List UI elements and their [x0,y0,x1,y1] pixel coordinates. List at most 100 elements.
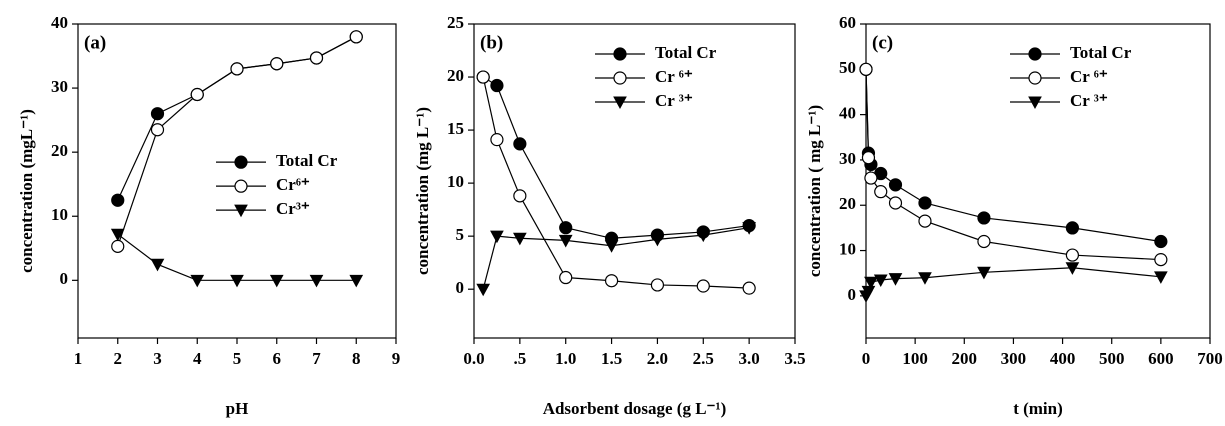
marker [1065,262,1080,275]
marker [1154,234,1168,249]
legend-label: Cr ³⁺ [655,91,693,110]
marker [742,222,756,235]
x-tick-label: 200 [952,349,978,368]
marker [269,274,284,288]
marker [650,233,665,247]
x-tick-label: 1.5 [601,349,622,368]
x-tick-label: 2 [114,349,123,368]
x-tick-label: .5 [513,349,526,368]
legend-label: Total Cr [655,43,717,62]
legend-label: Cr³⁺ [276,199,310,218]
y-tick-label: 20 [51,141,68,160]
marker [1028,47,1042,61]
marker [234,204,248,218]
marker [613,47,627,61]
marker [349,30,363,44]
marker [873,274,888,288]
x-tick-label: 400 [1050,349,1076,368]
series-line [482,227,750,290]
y-tick-label: 10 [447,172,464,191]
marker [309,51,324,65]
x-tick-label: 100 [902,349,928,368]
y-tick-label: 15 [447,119,464,138]
marker [476,70,490,84]
marker [696,229,711,243]
marker [150,258,165,272]
x-tick-label: 4 [193,349,202,368]
marker [1154,271,1168,284]
y-tick-label: 0 [60,269,69,288]
x-tick-label: 3.0 [739,349,760,368]
marker [190,274,205,288]
y-axis-label: concentration (mgL⁻¹) [17,109,36,273]
marker [270,57,284,71]
marker [859,62,873,76]
marker [111,239,125,253]
plot-frame [865,23,1211,339]
marker [613,71,627,85]
marker [513,232,527,246]
x-tick-label: 9 [392,349,401,368]
y-tick-label: 0 [848,285,857,304]
legend-label: Total Cr [1070,43,1132,62]
series-line [482,76,750,289]
x-tick-label: 0 [862,349,871,368]
y-tick-label: 5 [456,225,465,244]
marker [111,193,125,207]
marker [604,240,619,253]
marker [888,273,903,286]
panel-label: (c) [872,32,893,53]
y-tick-label: 25 [447,13,464,32]
x-tick-label: 5 [233,349,242,368]
series-line [482,76,750,239]
y-tick-label: 40 [51,13,68,32]
legend-label: Cr ⁶⁺ [655,67,693,86]
y-tick-label: 10 [51,205,68,224]
y-tick-label: 10 [839,239,856,258]
marker [918,272,932,285]
x-axis-label: Adsorbent dosage (g L⁻¹) [543,399,727,418]
legend-label: Cr ³⁺ [1070,91,1108,110]
marker [150,123,165,137]
marker [1028,71,1042,85]
x-tick-label: 7 [312,349,321,368]
marker [490,133,504,147]
marker [742,281,756,295]
marker [977,266,991,280]
x-tick-label: 0.0 [463,349,484,368]
marker [874,185,888,199]
series-line [117,233,357,281]
marker [513,137,527,151]
marker [558,234,573,248]
marker [230,62,244,76]
legend-label: Cr ⁶⁺ [1070,67,1108,86]
marker [918,214,932,228]
marker [559,270,573,285]
legend-label: Total Cr [276,151,338,170]
marker [613,96,627,110]
marker [490,78,504,93]
x-tick-label: 700 [1197,349,1223,368]
y-tick-label: 60 [839,13,856,32]
plot-frame [473,23,796,339]
x-tick-label: 6 [273,349,282,368]
marker [977,211,991,225]
marker [1154,253,1168,267]
marker [559,221,573,235]
marker [234,179,248,193]
marker [918,196,932,210]
series-line [865,69,1161,261]
marker [604,274,619,288]
x-tick-label: 2.5 [693,349,714,368]
marker [1065,248,1080,262]
marker [861,151,876,165]
marker [234,155,248,169]
x-tick-label: 2.0 [647,349,668,368]
series-line [865,267,1161,297]
marker [513,189,527,203]
panel-label: (a) [84,32,106,53]
y-tick-label: 30 [839,149,856,168]
x-tick-label: 300 [1001,349,1027,368]
y-axis-label: concentration ( mg L⁻¹) [805,105,824,277]
x-tick-label: 1 [74,349,83,368]
